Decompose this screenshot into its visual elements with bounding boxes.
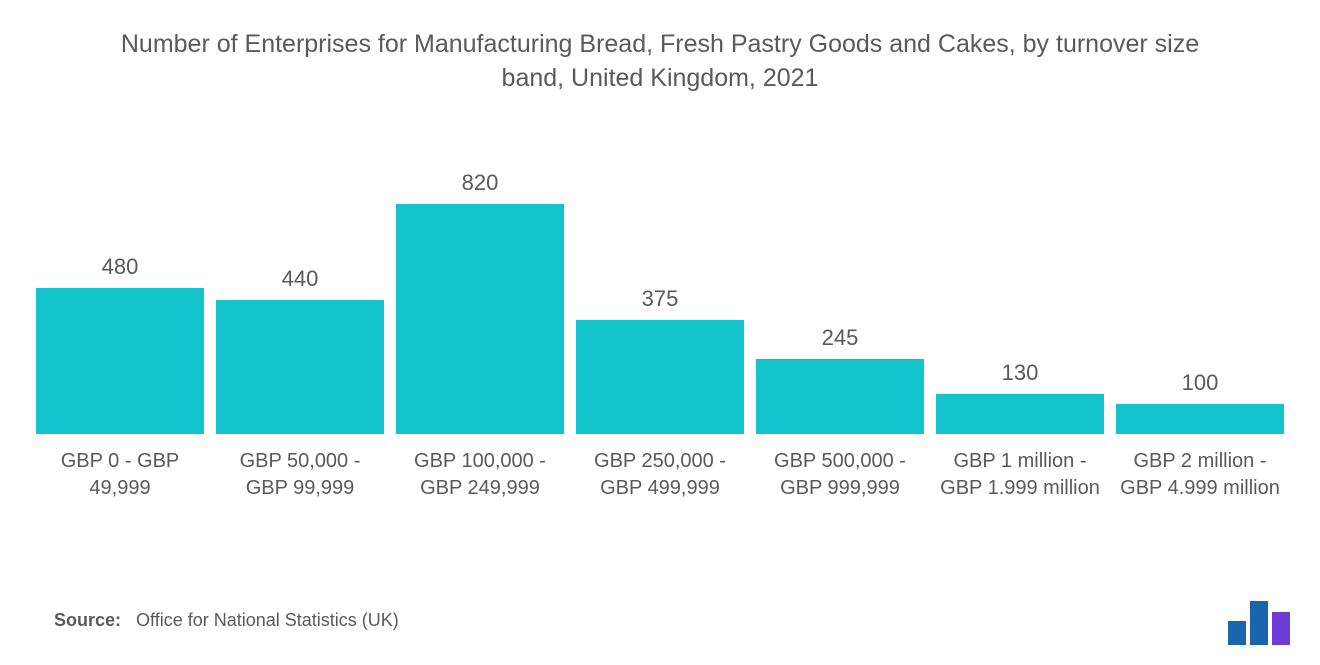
logo-bar <box>1272 612 1290 645</box>
bar-category-label: GBP 50,000 - GBP 99,999 <box>216 448 384 540</box>
bar-value-label: 440 <box>282 266 319 292</box>
source-label: Source: <box>54 610 121 630</box>
bar-value-label: 245 <box>822 325 859 351</box>
bar-value-label: 130 <box>1002 360 1039 386</box>
chart-title: Number of Enterprises for Manufacturing … <box>0 0 1320 96</box>
bar-column: 375 GBP 250,000 - GBP 499,999 <box>570 170 750 540</box>
bar-value-label: 820 <box>462 170 499 196</box>
bar-category-label: GBP 0 - GBP 49,999 <box>36 448 204 540</box>
bar-value-label: 100 <box>1182 370 1219 396</box>
bar-column: 480 GBP 0 - GBP 49,999 <box>30 170 210 540</box>
bar-rect <box>216 300 384 434</box>
bar-rect <box>396 204 564 434</box>
source-text: Office for National Statistics (UK) <box>136 610 399 630</box>
bar-column: 820 GBP 100,000 - GBP 249,999 <box>390 170 570 540</box>
bar-rect <box>36 288 204 434</box>
bar-chart: 480 GBP 0 - GBP 49,999 440 GBP 50,000 - GBP… <box>30 170 1290 540</box>
bar-category-label: GBP 100,000 - GBP 249,999 <box>396 448 564 540</box>
source-line: Source: Office for National Statistics (… <box>54 610 399 631</box>
bar-rect <box>1116 404 1284 434</box>
bar-column: 100 GBP 2 million - GBP 4.999 million <box>1110 170 1290 540</box>
bar-category-label: GBP 500,000 - GBP 999,999 <box>756 448 924 540</box>
bar-category-label: GBP 2 million - GBP 4.999 million <box>1116 448 1284 540</box>
brand-logo <box>1228 601 1290 645</box>
bar-rect <box>576 320 744 434</box>
bar-category-label: GBP 1 million - GBP 1.999 million <box>936 448 1104 540</box>
bar-column: 440 GBP 50,000 - GBP 99,999 <box>210 170 390 540</box>
bar-rect <box>936 394 1104 434</box>
bar-category-label: GBP 250,000 - GBP 499,999 <box>576 448 744 540</box>
logo-bar <box>1250 601 1268 645</box>
bar-column: 130 GBP 1 million - GBP 1.999 million <box>930 170 1110 540</box>
bar-column: 245 GBP 500,000 - GBP 999,999 <box>750 170 930 540</box>
bar-value-label: 375 <box>642 286 679 312</box>
bar-value-label: 480 <box>102 254 139 280</box>
bar-rect <box>756 359 924 434</box>
logo-bar <box>1228 621 1246 645</box>
